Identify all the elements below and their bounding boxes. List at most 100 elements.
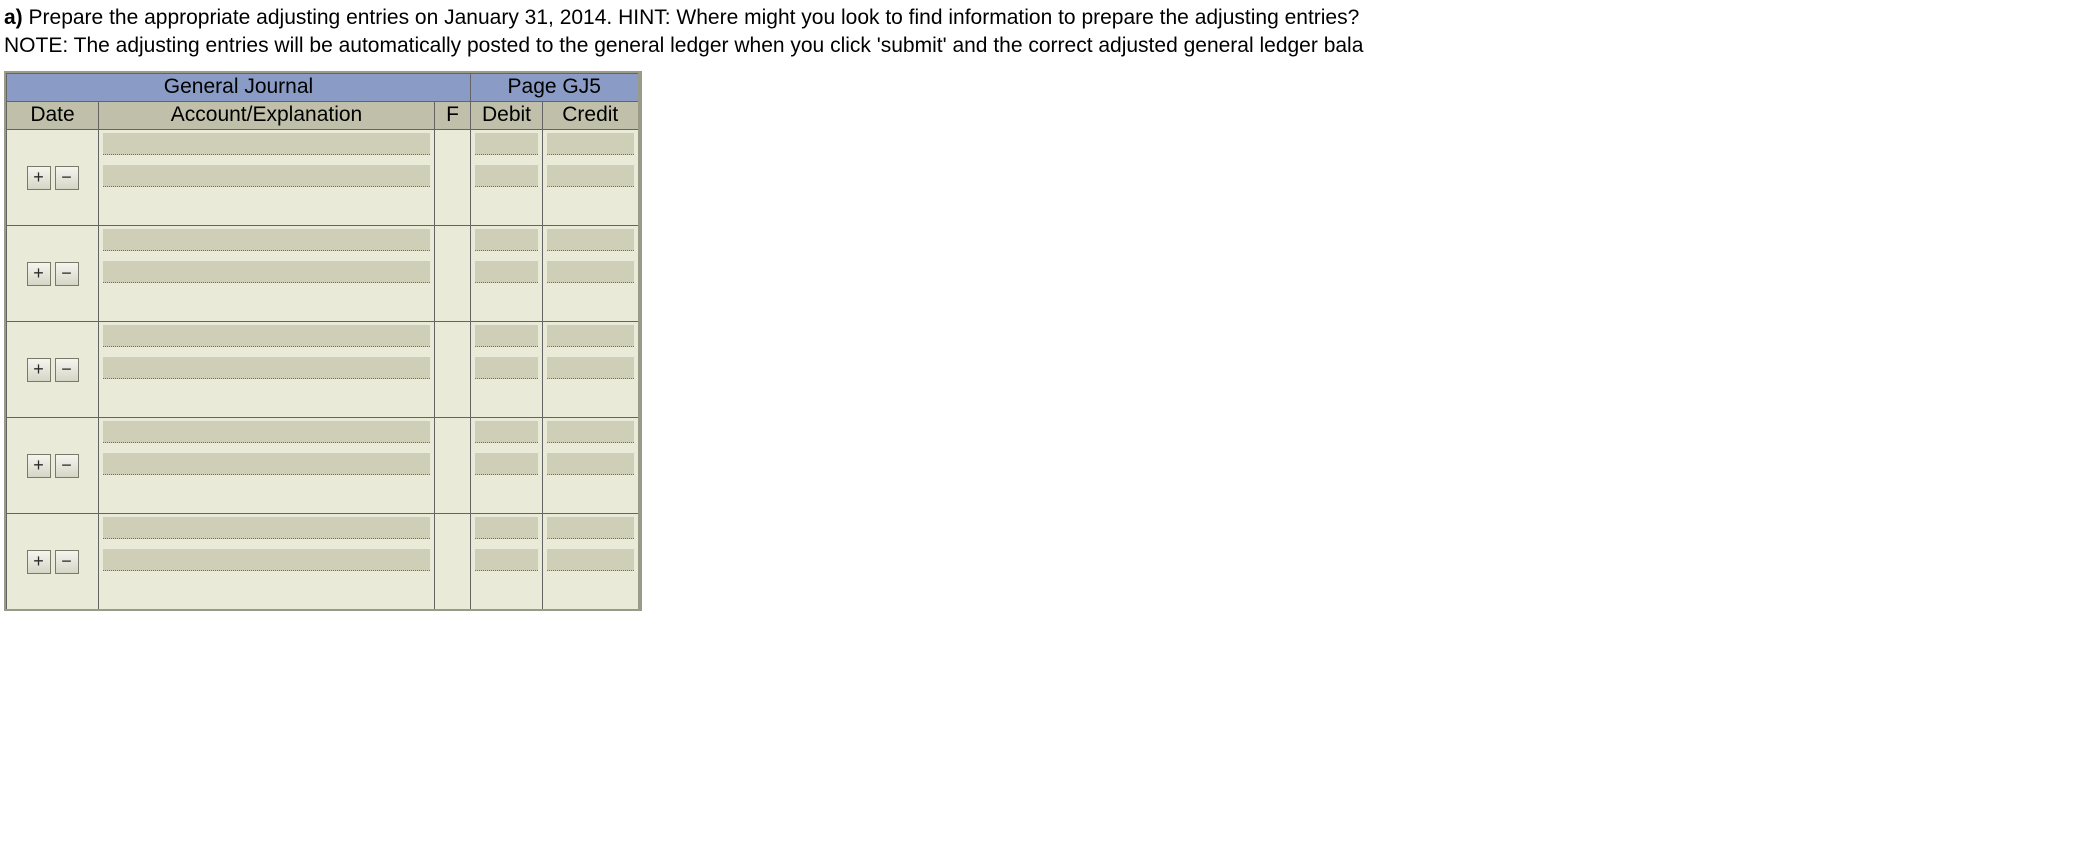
- account-cell[interactable]: [99, 353, 435, 385]
- debit-input[interactable]: [475, 133, 538, 155]
- add-row-button[interactable]: +: [27, 262, 51, 286]
- add-row-button[interactable]: +: [27, 358, 51, 382]
- credit-input[interactable]: [547, 197, 634, 219]
- credit-input[interactable]: [547, 453, 634, 475]
- debit-input[interactable]: [475, 581, 538, 603]
- account-cell[interactable]: [99, 481, 435, 513]
- add-row-button[interactable]: +: [27, 454, 51, 478]
- credit-cell[interactable]: [543, 385, 639, 417]
- debit-cell[interactable]: [471, 161, 543, 193]
- account-cell[interactable]: [99, 449, 435, 481]
- credit-cell[interactable]: [543, 161, 639, 193]
- debit-input[interactable]: [475, 165, 538, 187]
- remove-row-button[interactable]: −: [55, 358, 79, 382]
- account-cell[interactable]: [99, 513, 435, 545]
- credit-cell[interactable]: [543, 513, 639, 545]
- account-cell[interactable]: [99, 161, 435, 193]
- account-cell[interactable]: [99, 577, 435, 609]
- debit-input[interactable]: [475, 197, 538, 219]
- credit-cell[interactable]: [543, 545, 639, 577]
- debit-cell[interactable]: [471, 545, 543, 577]
- credit-input[interactable]: [547, 549, 634, 571]
- debit-cell[interactable]: [471, 321, 543, 353]
- account-input[interactable]: [103, 293, 430, 315]
- credit-input[interactable]: [547, 389, 634, 411]
- account-cell[interactable]: [99, 193, 435, 225]
- credit-input[interactable]: [547, 421, 634, 443]
- debit-cell[interactable]: [471, 225, 543, 257]
- credit-input[interactable]: [547, 485, 634, 507]
- account-cell[interactable]: [99, 385, 435, 417]
- remove-row-button[interactable]: −: [55, 454, 79, 478]
- account-input[interactable]: [103, 261, 430, 283]
- account-input[interactable]: [103, 549, 430, 571]
- credit-cell[interactable]: [543, 481, 639, 513]
- account-input[interactable]: [103, 197, 430, 219]
- account-cell[interactable]: [99, 545, 435, 577]
- account-input[interactable]: [103, 357, 430, 379]
- account-input[interactable]: [103, 133, 430, 155]
- credit-cell[interactable]: [543, 321, 639, 353]
- account-cell[interactable]: [99, 225, 435, 257]
- debit-cell[interactable]: [471, 385, 543, 417]
- add-row-button[interactable]: +: [27, 550, 51, 574]
- account-input[interactable]: [103, 581, 430, 603]
- debit-cell[interactable]: [471, 129, 543, 161]
- account-cell[interactable]: [99, 257, 435, 289]
- credit-input[interactable]: [547, 581, 634, 603]
- debit-input[interactable]: [475, 357, 538, 379]
- account-input[interactable]: [103, 165, 430, 187]
- account-cell[interactable]: [99, 417, 435, 449]
- debit-cell[interactable]: [471, 193, 543, 225]
- debit-cell[interactable]: [471, 577, 543, 609]
- remove-row-button[interactable]: −: [55, 550, 79, 574]
- credit-cell[interactable]: [543, 417, 639, 449]
- debit-cell[interactable]: [471, 353, 543, 385]
- credit-cell[interactable]: [543, 129, 639, 161]
- debit-input[interactable]: [475, 549, 538, 571]
- debit-input[interactable]: [475, 229, 538, 251]
- debit-input[interactable]: [475, 517, 538, 539]
- account-input[interactable]: [103, 389, 430, 411]
- account-input[interactable]: [103, 485, 430, 507]
- credit-cell[interactable]: [543, 353, 639, 385]
- debit-cell[interactable]: [471, 417, 543, 449]
- credit-input[interactable]: [547, 133, 634, 155]
- debit-input[interactable]: [475, 453, 538, 475]
- credit-cell[interactable]: [543, 193, 639, 225]
- credit-input[interactable]: [547, 325, 634, 347]
- debit-input[interactable]: [475, 261, 538, 283]
- account-input[interactable]: [103, 325, 430, 347]
- credit-input[interactable]: [547, 357, 634, 379]
- remove-row-button[interactable]: −: [55, 166, 79, 190]
- remove-row-button[interactable]: −: [55, 262, 79, 286]
- debit-input[interactable]: [475, 325, 538, 347]
- account-cell[interactable]: [99, 289, 435, 321]
- credit-input[interactable]: [547, 165, 634, 187]
- debit-input[interactable]: [475, 389, 538, 411]
- add-row-button[interactable]: +: [27, 166, 51, 190]
- account-input[interactable]: [103, 453, 430, 475]
- account-input[interactable]: [103, 229, 430, 251]
- account-input[interactable]: [103, 517, 430, 539]
- account-input[interactable]: [103, 421, 430, 443]
- credit-cell[interactable]: [543, 577, 639, 609]
- debit-cell[interactable]: [471, 513, 543, 545]
- credit-cell[interactable]: [543, 449, 639, 481]
- debit-cell[interactable]: [471, 289, 543, 321]
- credit-cell[interactable]: [543, 289, 639, 321]
- debit-input[interactable]: [475, 485, 538, 507]
- debit-input[interactable]: [475, 421, 538, 443]
- credit-input[interactable]: [547, 229, 634, 251]
- credit-input[interactable]: [547, 261, 634, 283]
- debit-cell[interactable]: [471, 257, 543, 289]
- credit-input[interactable]: [547, 517, 634, 539]
- credit-cell[interactable]: [543, 257, 639, 289]
- account-cell[interactable]: [99, 129, 435, 161]
- account-cell[interactable]: [99, 321, 435, 353]
- credit-input[interactable]: [547, 293, 634, 315]
- debit-input[interactable]: [475, 293, 538, 315]
- debit-cell[interactable]: [471, 481, 543, 513]
- credit-cell[interactable]: [543, 225, 639, 257]
- debit-cell[interactable]: [471, 449, 543, 481]
